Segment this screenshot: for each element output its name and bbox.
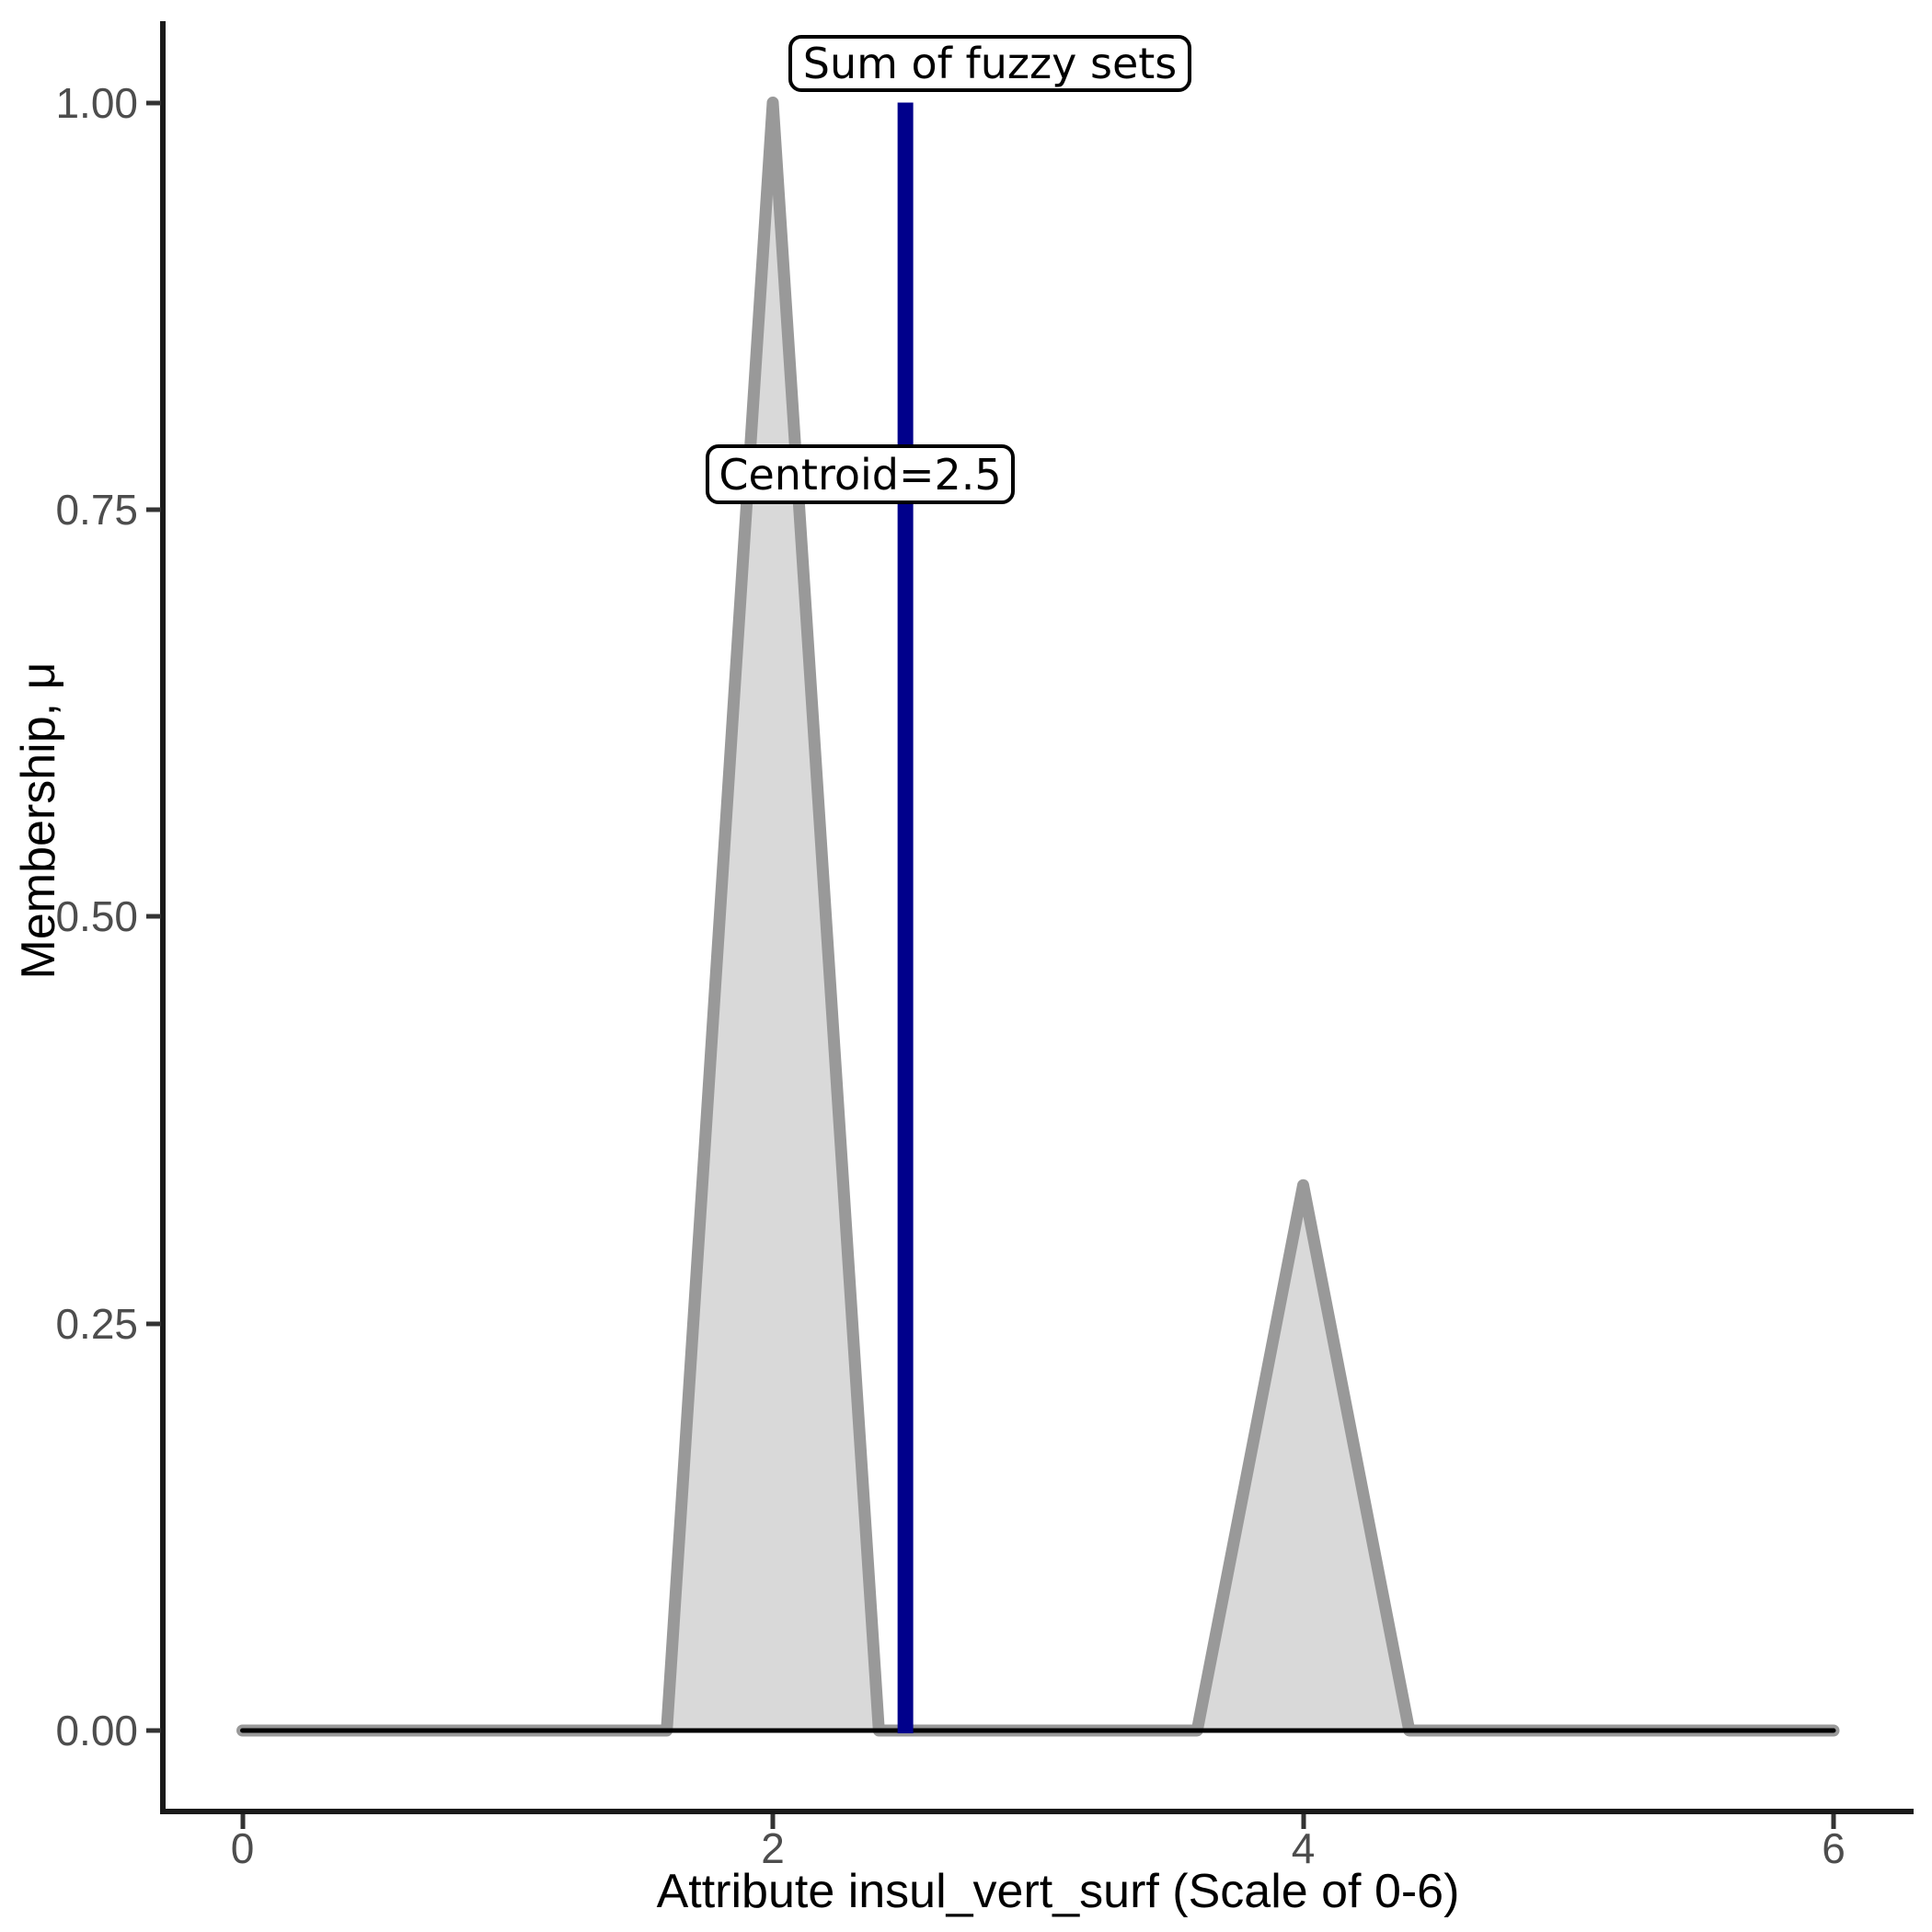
x-tick-label: 6 xyxy=(1822,1824,1846,1872)
x-tick-label: 2 xyxy=(761,1824,785,1872)
y-tick-mark xyxy=(146,1321,161,1327)
y-tick-label: 0.75 xyxy=(55,485,138,534)
y-tick-mark xyxy=(146,914,161,919)
y-tick-label: 0.50 xyxy=(55,892,138,941)
sum-of-fuzzy-sets-label-text: Sum of fuzzy sets xyxy=(802,39,1178,88)
x-tick-mark xyxy=(240,1814,245,1829)
y-axis-line xyxy=(160,21,166,1814)
fuzzy-sum-curve xyxy=(236,97,1840,1737)
x-tick-label: 0 xyxy=(230,1824,255,1872)
y-tick-mark xyxy=(146,100,161,105)
x-tick-mark xyxy=(1831,1814,1836,1829)
y-tick-mark xyxy=(146,1728,161,1733)
x-tick-mark xyxy=(1301,1814,1305,1829)
y-tick-mark xyxy=(146,507,161,512)
x-axis-title: Attribute insul_vert_surf (Scale of 0-6) xyxy=(656,1865,1460,1918)
x-tick-label: 4 xyxy=(1291,1824,1316,1872)
centroid-label: Centroid=2.5 xyxy=(706,444,1015,504)
sum-of-fuzzy-sets-label: Sum of fuzzy sets xyxy=(788,35,1191,92)
x-tick-mark xyxy=(770,1814,776,1829)
x-axis-line xyxy=(160,1809,1914,1814)
y-tick-label: 1.00 xyxy=(55,78,138,127)
y-axis-title: Membership, μ xyxy=(12,661,65,980)
y-tick-label: 0.25 xyxy=(55,1299,138,1348)
centroid-label-text: Centroid=2.5 xyxy=(719,449,1002,500)
y-tick-label: 0.00 xyxy=(55,1707,138,1754)
